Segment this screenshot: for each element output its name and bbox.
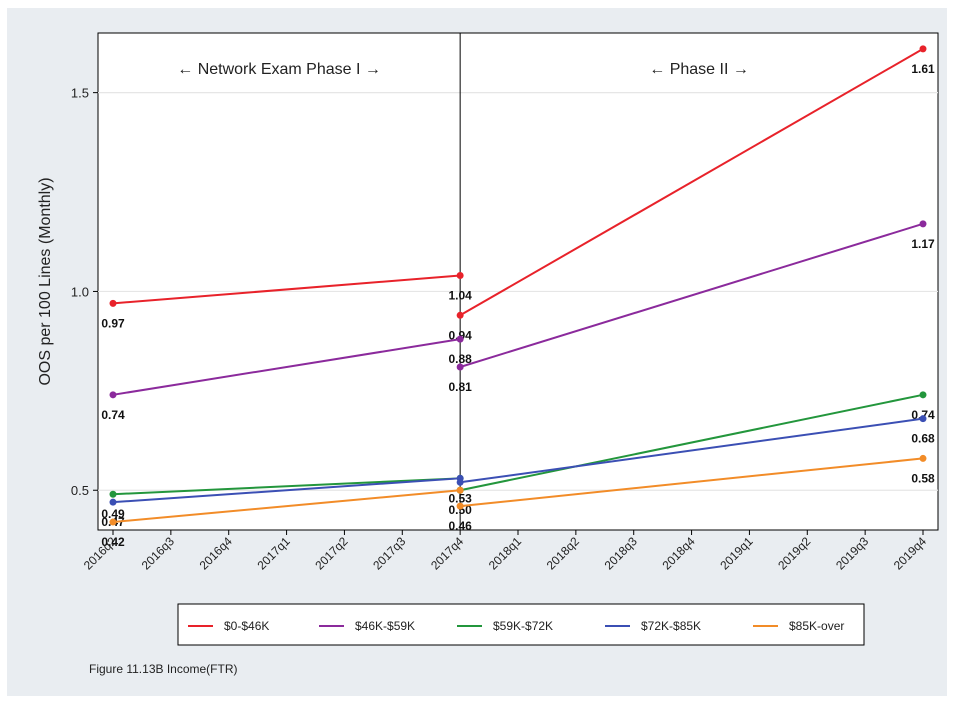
data-point (456, 363, 464, 371)
data-label: 0.74 (911, 408, 935, 422)
data-point (456, 486, 464, 494)
data-label: 0.97 (101, 316, 125, 330)
data-label: 1.04 (448, 289, 472, 303)
data-point (919, 45, 927, 53)
data-label: 1.17 (911, 237, 935, 251)
legend-label: $72K-$85K (641, 619, 701, 633)
x-tick-label: 2019q4 (891, 534, 929, 572)
data-label: 0.50 (448, 503, 472, 517)
series-layer: 0.97 1.04 0.94 1.61 0.74 0.88 0.81 1.17 0.49 0.53… (101, 45, 935, 549)
x-tick-label: 2019q3 (833, 534, 871, 572)
x-tick-label: 2018q3 (602, 534, 640, 572)
series-line (459, 48, 924, 317)
legend-items: $0-$46K $46K-$59K $59K-$72K $72K-$85K $85K-o… (188, 619, 844, 633)
series-line (112, 477, 461, 504)
data-label: 0.74 (101, 408, 125, 422)
y-tick-label: 1.0 (71, 284, 89, 299)
data-label: 0.81 (448, 380, 472, 394)
data-point (109, 490, 117, 498)
x-tick-label: 2019q1 (717, 534, 755, 572)
y-tick-label: 0.5 (71, 483, 89, 498)
gridlines (98, 92, 938, 491)
data-label: 0.46 (448, 519, 472, 533)
legend (177, 603, 865, 646)
legend-label: $85K-over (789, 619, 844, 633)
series-line (459, 222, 924, 368)
data-point (109, 391, 117, 399)
x-tick-label: 2019q2 (775, 534, 813, 572)
x-tick-label: 2018q2 (544, 534, 582, 572)
data-point (456, 272, 464, 280)
data-point (456, 335, 464, 343)
x-tick-label: 2016q4 (197, 534, 235, 572)
series-line (112, 274, 461, 305)
legend-label: $0-$46K (224, 619, 269, 633)
legend-label: $59K-$72K (493, 619, 553, 633)
series-line (112, 477, 461, 496)
y-axis: 0.5 1.0 1.5 (71, 86, 98, 498)
data-label: 0.68 (911, 432, 935, 446)
phase1-annotation: ← Network Exam Phase I → (177, 61, 381, 78)
x-tick-label: 2017q3 (370, 534, 408, 572)
figure-caption: Figure 11.13B Income(FTR) (89, 662, 238, 676)
y-tick-label: 1.5 (71, 86, 89, 101)
series-line (459, 393, 924, 492)
data-point (919, 220, 927, 228)
x-tick-label: 2018q1 (486, 534, 524, 572)
data-label: 0.94 (448, 328, 472, 342)
data-point (109, 498, 117, 506)
data-point (456, 311, 464, 319)
series-line (112, 489, 461, 524)
data-label: 0.42 (101, 535, 125, 549)
data-point (456, 478, 464, 486)
x-tick-label: 2017q1 (254, 534, 292, 572)
x-tick-label: 2016q3 (139, 534, 177, 572)
x-tick-label: 2017q4 (428, 534, 466, 572)
data-point (919, 454, 927, 462)
data-label: 0.58 (911, 471, 935, 485)
data-point (109, 518, 117, 526)
phase2-annotation: ← Phase II → (649, 61, 749, 78)
data-label: 1.61 (911, 62, 935, 76)
y-axis-label: OOS per 100 Lines (Monthly) (37, 177, 54, 385)
data-label: 0.49 (101, 507, 125, 521)
series-line (460, 457, 924, 508)
data-label: 0.53 (448, 491, 472, 505)
x-axis: 2016q2 2016q3 2016q4 2017q1 2017q2 2017q3 2017… (81, 530, 929, 572)
data-point (109, 299, 117, 307)
x-tick-label: 2018q4 (659, 534, 697, 572)
x-tick-label: 2017q2 (312, 534, 350, 572)
data-point (919, 391, 927, 399)
data-label: 0.88 (448, 352, 472, 366)
data-point (456, 502, 464, 510)
series-line (112, 338, 461, 396)
series-line (460, 417, 924, 484)
data-point (919, 415, 927, 423)
legend-label: $46K-$59K (355, 619, 415, 633)
